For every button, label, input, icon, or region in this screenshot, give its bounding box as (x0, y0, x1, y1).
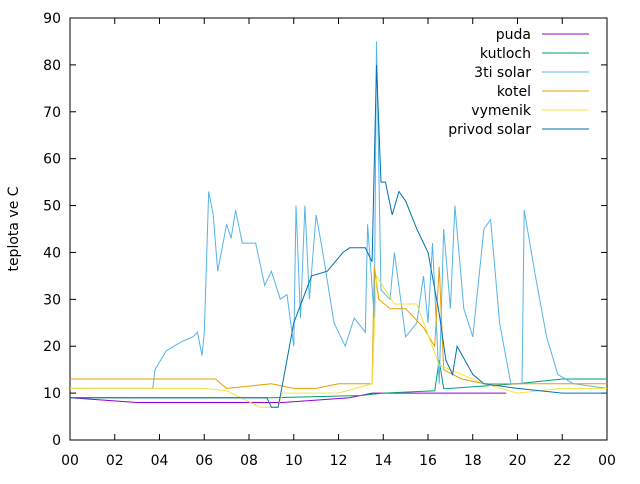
x-tick-label: 22 (553, 453, 571, 469)
y-axis-label: teplota ve C (6, 186, 22, 271)
legend-label: 3ti solar (474, 65, 531, 81)
y-tick-label: 20 (43, 339, 61, 355)
x-tick-label: 04 (151, 453, 169, 469)
x-tick-label: 16 (419, 453, 437, 469)
x-tick-label: 06 (195, 453, 213, 469)
plot-border (69, 17, 608, 441)
x-tick-label: 20 (509, 453, 527, 469)
y-tick-label: 0 (52, 433, 61, 449)
y-tick-label: 80 (43, 58, 61, 74)
x-tick-label: 00 (61, 453, 79, 469)
y-tick-label: 40 (43, 245, 61, 261)
x-tick-label: 14 (374, 453, 392, 469)
series-line (70, 41, 608, 389)
y-tick-label: 30 (43, 292, 61, 308)
legend-label: kutloch (480, 46, 531, 62)
y-tick-label: 50 (43, 199, 61, 215)
series-line (69, 392, 507, 403)
x-tick-label: 02 (106, 453, 124, 469)
legend-label: privod solar (448, 122, 531, 138)
x-tick-label: 00 (598, 453, 616, 469)
series-line (70, 64, 607, 408)
x-tick-label: 10 (285, 453, 303, 469)
legend-label: puda (496, 27, 531, 43)
x-tick-label: 18 (464, 453, 482, 469)
y-tick-label: 10 (43, 386, 61, 402)
series-line (70, 274, 607, 408)
legend-label: kotel (497, 84, 531, 100)
y-tick-label: 90 (43, 11, 61, 27)
x-tick-label: 12 (330, 453, 348, 469)
series-line (70, 266, 607, 389)
y-tick-label: 60 (43, 152, 61, 168)
x-tick-label: 08 (240, 453, 258, 469)
legend-label: vymenik (471, 103, 532, 119)
y-tick-label: 70 (43, 105, 61, 121)
